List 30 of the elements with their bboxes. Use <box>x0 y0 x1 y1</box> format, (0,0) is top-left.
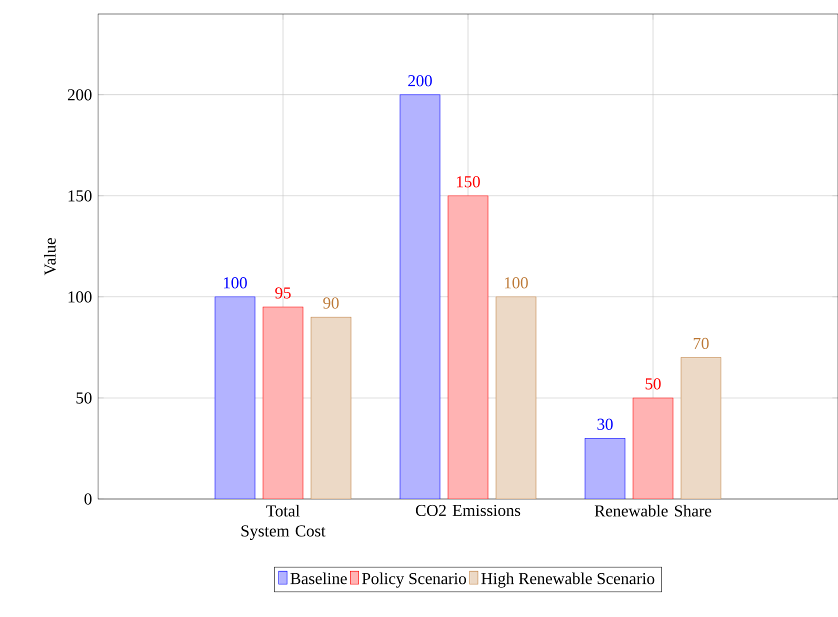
legend-label: Policy Scenario <box>362 572 466 588</box>
legend-label: Baseline <box>290 572 347 584</box>
bar <box>448 196 488 499</box>
bar <box>680 357 722 499</box>
data-label: 50 <box>646 378 661 390</box>
data-label: 30 <box>597 418 613 430</box>
y-tick-label: 150 <box>68 190 92 202</box>
bar <box>310 316 352 499</box>
y-axis-title: Value <box>44 238 56 276</box>
x-tick-label: Renewable Share <box>594 504 712 517</box>
data-label: 150 <box>456 176 480 188</box>
bar <box>400 94 440 499</box>
legend-label: High Renewable Scenario <box>481 572 654 588</box>
bar <box>632 398 674 499</box>
data-label: 90 <box>323 297 339 309</box>
data-label: 95 <box>275 287 291 299</box>
y-tick-label: 0 <box>84 493 92 505</box>
data-label: 70 <box>694 338 709 350</box>
bar <box>496 296 536 499</box>
x-tick-label: Total System Cost <box>242 504 326 540</box>
bar <box>214 296 256 499</box>
data-label: 100 <box>224 277 247 288</box>
bar <box>584 438 626 499</box>
y-tick-label: 200 <box>68 89 92 100</box>
data-label: 100 <box>504 277 528 288</box>
bar <box>262 306 304 499</box>
data-label: 200 <box>408 75 432 86</box>
y-tick-label: 50 <box>76 392 92 404</box>
y-tick-label: 100 <box>68 291 92 303</box>
x-tick-label: CO2 Emissions <box>416 504 520 516</box>
